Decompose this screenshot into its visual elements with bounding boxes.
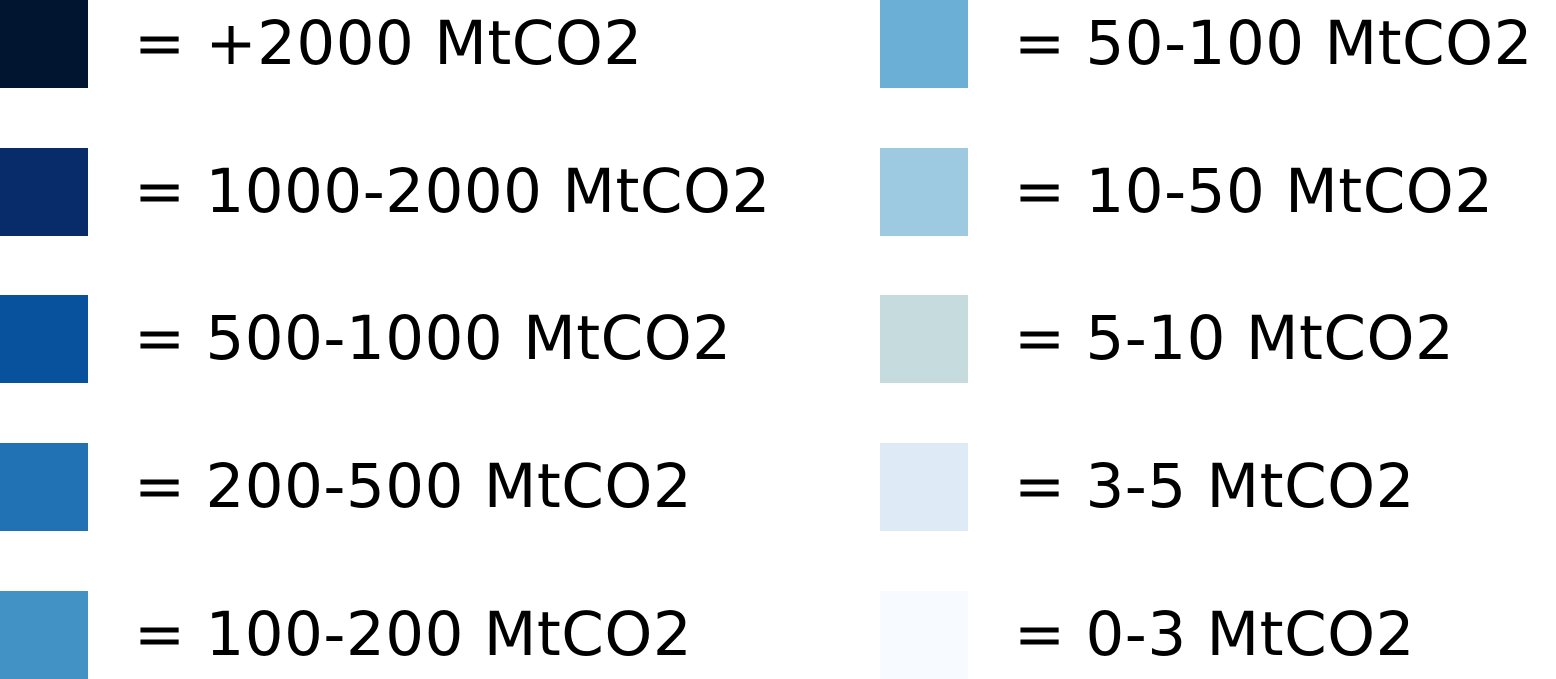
legend-swatch xyxy=(880,0,968,88)
legend-item: = 1000-2000 MtCO2 xyxy=(0,148,770,236)
legend-item: = 50-100 MtCO2 xyxy=(880,0,1556,88)
legend-item: = +2000 MtCO2 xyxy=(0,0,676,88)
legend-label: = 10-50 MtCO2 xyxy=(1014,156,1494,227)
legend-swatch xyxy=(880,443,968,531)
legend-label: = 200-500 MtCO2 xyxy=(134,451,693,522)
legend-label: = 500-1000 MtCO2 xyxy=(134,303,732,374)
legend-swatch xyxy=(0,591,88,679)
legend-item: = 500-1000 MtCO2 xyxy=(0,295,731,383)
legend-label: = 0-3 MtCO2 xyxy=(1014,599,1415,670)
legend-label: = 3-5 MtCO2 xyxy=(1014,451,1415,522)
legend-item: = 0-3 MtCO2 xyxy=(880,591,1556,679)
legend-item: = 100-200 MtCO2 xyxy=(0,591,692,679)
legend-column-right: = 50-100 MtCO2 = 10-50 MtCO2 = 5-10 MtCO… xyxy=(880,0,1556,679)
legend-swatch xyxy=(0,0,88,88)
legend-swatch xyxy=(880,148,968,236)
legend-label: = 100-200 MtCO2 xyxy=(134,599,693,670)
legend-label: = 1000-2000 MtCO2 xyxy=(134,156,771,227)
legend-swatch xyxy=(0,443,88,531)
legend-swatch xyxy=(880,591,968,679)
legend-swatch xyxy=(0,295,88,383)
legend-item: = 5-10 MtCO2 xyxy=(880,295,1556,383)
legend-label: = 50-100 MtCO2 xyxy=(1014,8,1533,79)
legend-column-left: = +2000 MtCO2 = 1000-2000 MtCO2 = 500-10… xyxy=(0,0,770,679)
legend-swatch xyxy=(0,148,88,236)
legend-item: = 200-500 MtCO2 xyxy=(0,443,692,531)
legend-label: = 5-10 MtCO2 xyxy=(1014,303,1455,374)
legend-item: = 10-50 MtCO2 xyxy=(880,148,1556,236)
legend-label: = +2000 MtCO2 xyxy=(134,8,643,79)
legend-swatch xyxy=(880,295,968,383)
legend-item: = 3-5 MtCO2 xyxy=(880,443,1556,531)
